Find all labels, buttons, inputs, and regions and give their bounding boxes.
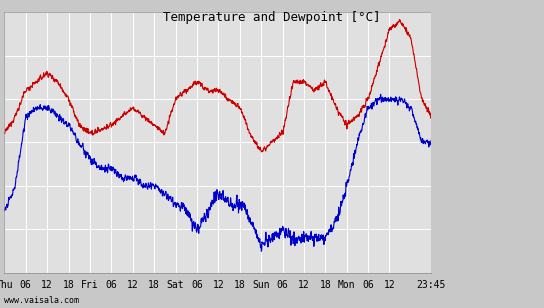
- Text: Temperature and Dewpoint [°C]: Temperature and Dewpoint [°C]: [163, 11, 381, 24]
- Text: www.vaisala.com: www.vaisala.com: [4, 296, 79, 305]
